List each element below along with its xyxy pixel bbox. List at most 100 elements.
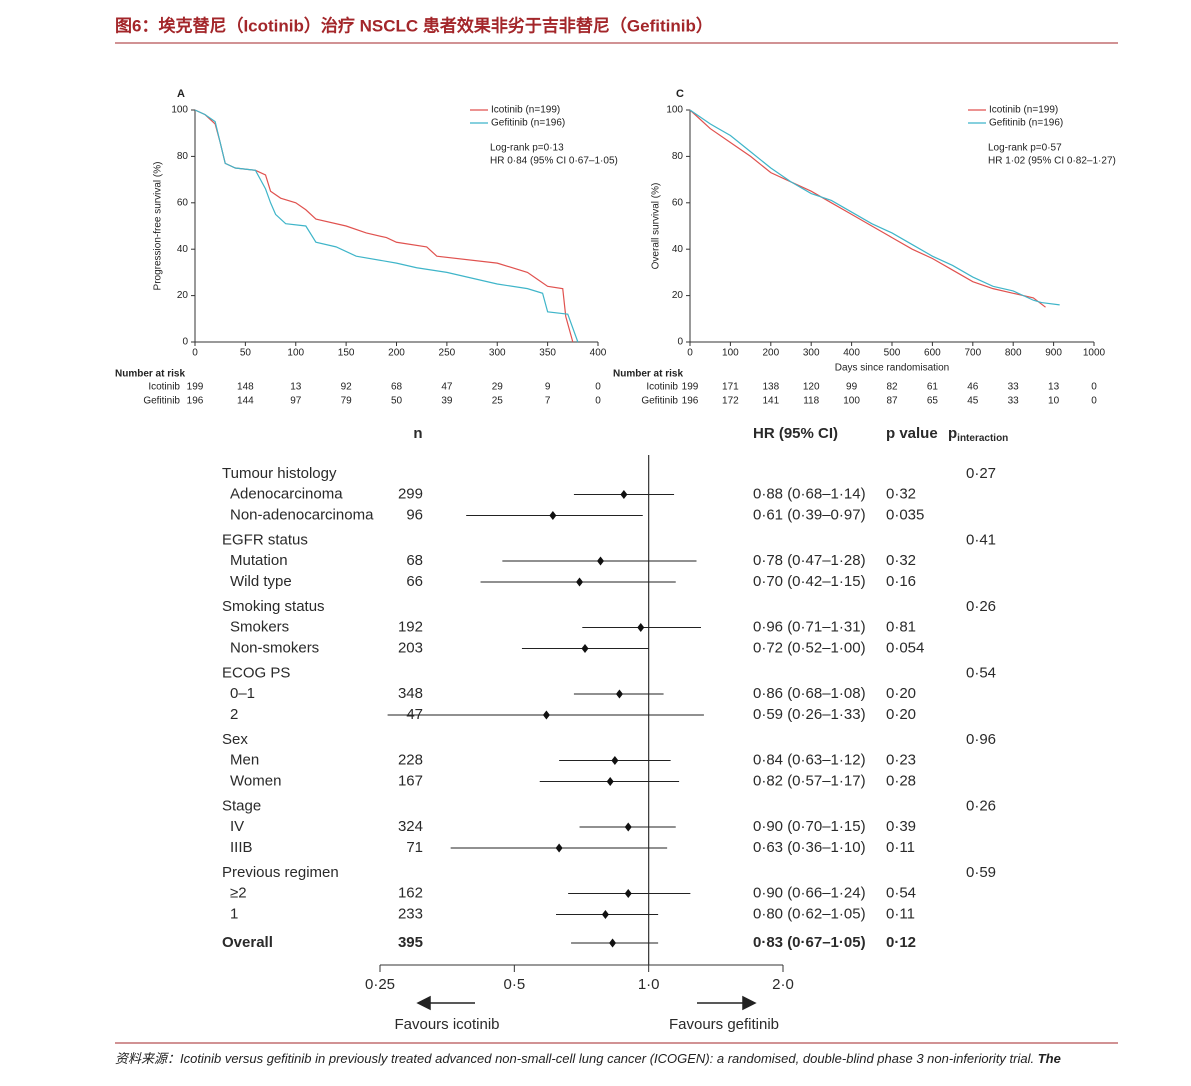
x-tick-label: 300 [489, 348, 506, 359]
row-label: Adenocarcinoma [230, 485, 343, 502]
x-tick-label: 400 [843, 348, 860, 359]
hr-marker [601, 910, 609, 919]
row-p: 0·81 [886, 618, 916, 635]
risk-count: 0 [1091, 396, 1097, 407]
risk-count: 196 [682, 396, 699, 407]
hr-marker [555, 843, 563, 853]
row-p: 0·32 [886, 485, 916, 502]
row-label: 0–1 [230, 685, 255, 702]
row-ci: 0·86 (0·68–1·08) [753, 685, 866, 702]
row-p: 0·39 [886, 818, 916, 835]
x-tick-label: 300 [803, 348, 820, 359]
row-ci: 0·72 (0·52–1·00) [753, 639, 866, 656]
footer: 资料来源：Icotinib versus gefitinib in previo… [115, 1051, 1061, 1066]
x-tick-label: 200 [388, 348, 405, 359]
row-p: 0·23 [886, 751, 916, 768]
row-label: Non-smokers [230, 639, 319, 656]
row-ci: 0·88 (0·68–1·14) [753, 485, 866, 502]
risk-count: 199 [187, 382, 204, 393]
row-n: 233 [398, 905, 423, 922]
y-tick-label: 100 [666, 105, 683, 116]
risk-count: 13 [1048, 382, 1060, 393]
survival-curve [194, 109, 579, 343]
group-label: Smoking status [222, 598, 325, 615]
risk-count: 144 [237, 396, 254, 407]
p-interaction: 0·54 [966, 664, 996, 681]
risk-row-name: Icotinib [646, 382, 678, 393]
x-tick-label: 1·0 [638, 976, 660, 993]
row-ci: 0·82 (0·57–1·17) [753, 772, 866, 789]
hr-marker [624, 822, 632, 832]
x-tick-label: 600 [924, 348, 941, 359]
risk-count: 97 [290, 396, 302, 407]
y-tick-label: 80 [177, 151, 189, 162]
arrow-right [697, 995, 757, 1011]
hr-marker [542, 710, 550, 720]
annotation: HR 1·02 (95% CI 0·82–1·27) [988, 156, 1116, 167]
risk-count: 92 [341, 382, 353, 393]
risk-count: 100 [843, 396, 860, 407]
row-p: 0·11 [886, 905, 915, 922]
source-bold: The [1038, 1051, 1061, 1066]
panel-label: C [676, 88, 684, 100]
legend-label: Gefitinib (n=196) [989, 118, 1063, 129]
row-p: 0·32 [886, 552, 916, 569]
row-ci: 0·84 (0·63–1·12) [753, 751, 866, 768]
row-n: 324 [398, 818, 423, 835]
y-tick-label: 40 [177, 244, 189, 255]
row-label: Women [230, 772, 281, 789]
x-tick-label: 700 [964, 348, 981, 359]
risk-count: 39 [441, 396, 453, 407]
group-label: EGFR status [222, 531, 308, 548]
risk-count: 148 [237, 382, 254, 393]
risk-row-name: Gefitinib [143, 396, 180, 407]
annotation: HR 0·84 (95% CI 0·67–1·05) [490, 156, 618, 167]
y-axis-label: Progression-free survival (%) [153, 162, 164, 291]
row-label: 2 [230, 706, 238, 723]
x-tick-label: 2·0 [772, 976, 794, 993]
row-n: 68 [406, 552, 423, 569]
forest-plot: n HR (95% CI) p value pinteraction Tumour hi… [222, 425, 1008, 1033]
x-tick-label: 100 [722, 348, 739, 359]
risk-count: 13 [290, 382, 302, 393]
row-label: Non-adenocarcinoma [230, 506, 374, 523]
row-ci: 0·90 (0·70–1·15) [753, 818, 866, 835]
p-interaction: 0·96 [966, 731, 996, 748]
y-tick-label: 60 [177, 197, 189, 208]
row-p: 0·035 [886, 506, 924, 523]
risk-table-title: Number at risk [613, 369, 683, 380]
risk-count: 33 [1008, 396, 1020, 407]
hr-marker [581, 644, 589, 653]
row-ci: 0·70 (0·42–1·15) [753, 573, 866, 590]
x-tick-label: 0 [687, 348, 693, 359]
row-p: 0·54 [886, 884, 916, 901]
row-label: Wild type [230, 573, 292, 590]
survival-curve [689, 109, 1060, 306]
panel-label: A [177, 88, 185, 100]
row-label: IV [230, 818, 244, 835]
x-tick-label: 1000 [1083, 348, 1106, 359]
row-ci: 0·83 (0·67–1·05) [753, 934, 866, 951]
row-n: 228 [398, 751, 423, 768]
risk-count: 82 [886, 382, 898, 393]
y-tick-label: 40 [672, 244, 684, 255]
row-ci: 0·61 (0·39–0·97) [753, 506, 866, 523]
row-label: IIIB [230, 839, 253, 856]
x-tick-label: 50 [240, 348, 252, 359]
row-n: 299 [398, 485, 423, 502]
hr-marker [620, 490, 628, 499]
x-tick-label: 100 [287, 348, 304, 359]
x-tick-label: 800 [1005, 348, 1022, 359]
risk-count: 120 [803, 382, 820, 393]
row-ci: 0·59 (0·26–1·33) [753, 706, 866, 723]
legend-label: Gefitinib (n=196) [491, 118, 565, 129]
row-n: 71 [406, 839, 423, 856]
risk-count: 47 [441, 382, 453, 393]
risk-count: 196 [187, 396, 204, 407]
risk-count: 9 [545, 382, 551, 393]
risk-count: 199 [682, 382, 699, 393]
p-interaction: 0·27 [966, 465, 996, 482]
hr-marker [609, 938, 617, 948]
source-text: Icotinib versus gefitinib in previously … [180, 1051, 1038, 1066]
